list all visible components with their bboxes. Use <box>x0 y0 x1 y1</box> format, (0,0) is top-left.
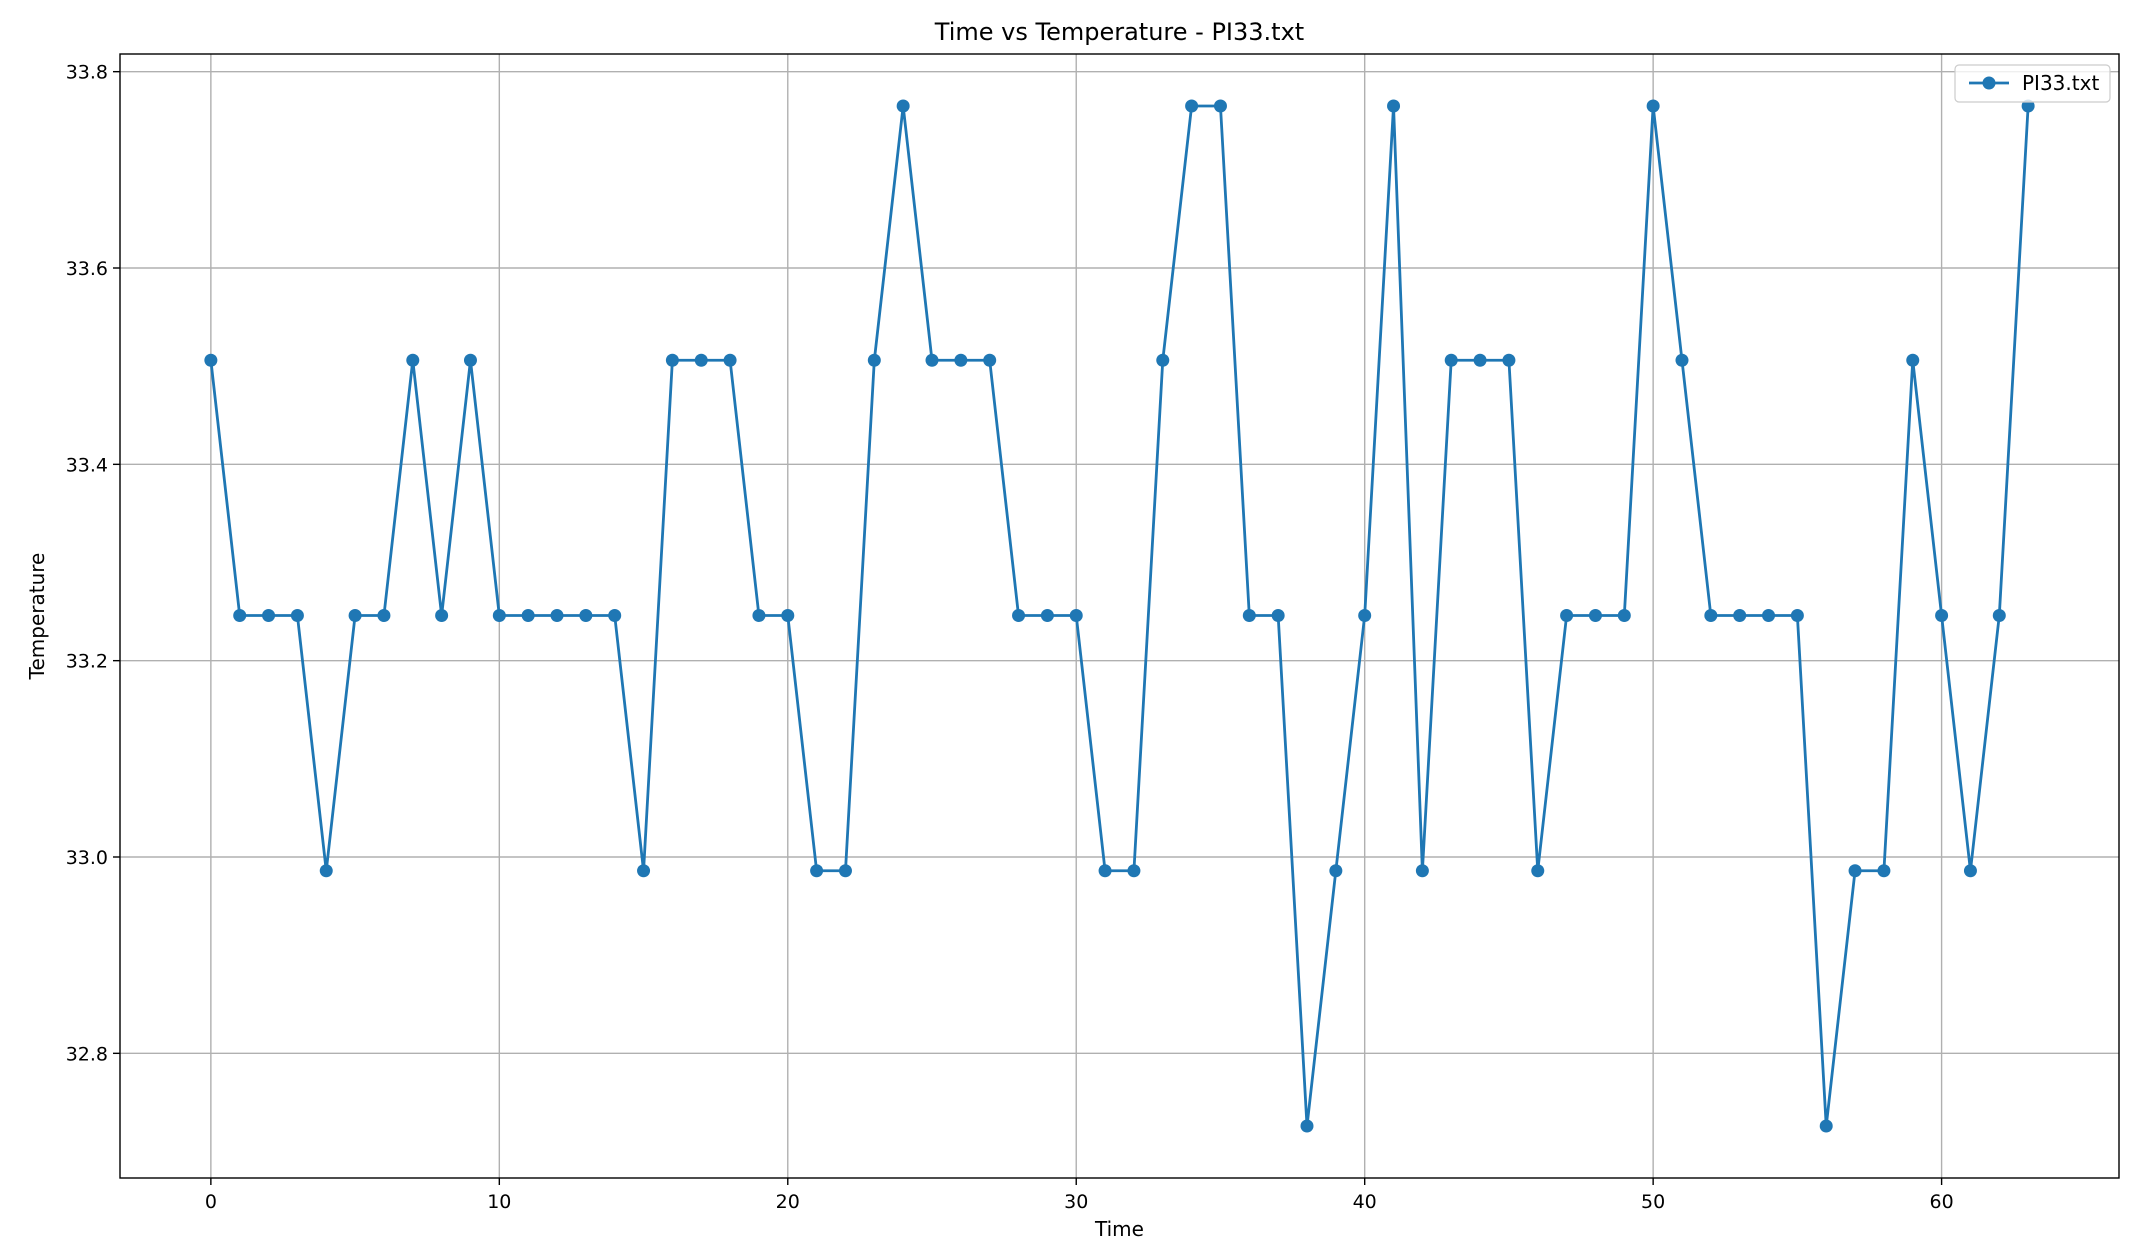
data-point <box>896 99 910 113</box>
data-point <box>1473 353 1487 367</box>
data-point <box>1935 609 1949 623</box>
data-point <box>463 353 477 367</box>
data-point <box>550 609 564 623</box>
data-point <box>1646 99 1660 113</box>
data-point <box>1358 609 1372 623</box>
chart-title: Time vs Temperature - PI33.txt <box>934 18 1304 46</box>
data-point <box>1127 864 1141 878</box>
data-point <box>1502 353 1516 367</box>
data-point <box>2021 99 2035 113</box>
legend-marker-swatch <box>1982 76 1996 90</box>
data-point <box>1790 609 1804 623</box>
legend-label: PI33.txt <box>2022 71 2099 95</box>
data-point <box>1069 609 1083 623</box>
series-line <box>209 104 2030 1128</box>
legend-box <box>1954 64 2111 103</box>
y-tick-label: 33.0 <box>66 847 108 869</box>
data-point <box>1848 864 1862 878</box>
data-point <box>954 353 968 367</box>
data-point <box>752 609 766 623</box>
data-point <box>1213 99 1227 113</box>
data-point <box>233 609 247 623</box>
data-point <box>1675 353 1689 367</box>
axes-frame <box>119 53 2120 1179</box>
data-point <box>665 353 679 367</box>
x-axis-ticks: 0 10 20 30 40 50 60 <box>205 1178 1954 1213</box>
data-point <box>1906 353 1920 367</box>
data-point <box>521 609 535 623</box>
data-point <box>579 609 593 623</box>
data-point <box>1588 609 1602 623</box>
data-point <box>406 353 420 367</box>
data-point <box>435 609 449 623</box>
data-point <box>1156 353 1170 367</box>
data-point <box>1733 609 1747 623</box>
data-point <box>838 864 852 878</box>
data-point <box>1762 609 1776 623</box>
data-point <box>1040 609 1054 623</box>
data-point <box>694 353 708 367</box>
y-tick-label: 33.4 <box>66 454 108 476</box>
x-tick-label: 20 <box>776 1191 800 1213</box>
data-point <box>1819 1119 1833 1133</box>
data-point <box>290 609 304 623</box>
y-tick-label: 32.8 <box>66 1043 108 1065</box>
data-point <box>637 864 651 878</box>
data-point <box>1271 609 1285 623</box>
y-axis-label: Temperature <box>25 553 49 681</box>
x-tick-label: 50 <box>1641 1191 1665 1213</box>
data-point <box>925 353 939 367</box>
data-point <box>983 353 997 367</box>
data-point <box>1098 864 1112 878</box>
data-point <box>781 609 795 623</box>
x-tick-label: 60 <box>1930 1191 1954 1213</box>
data-point <box>1704 609 1718 623</box>
data-point <box>1531 864 1545 878</box>
data-point <box>867 353 881 367</box>
data-point <box>1300 1119 1314 1133</box>
data-point <box>1877 864 1891 878</box>
x-tick-label: 40 <box>1353 1191 1377 1213</box>
data-point <box>492 609 506 623</box>
data-point <box>1963 864 1977 878</box>
data-point <box>608 609 622 623</box>
x-tick-label: 0 <box>205 1191 217 1213</box>
data-point <box>262 609 276 623</box>
y-tick-label: 33.6 <box>66 258 108 280</box>
y-tick-label: 33.2 <box>66 651 108 673</box>
x-tick-label: 10 <box>487 1191 511 1213</box>
data-point <box>1185 99 1199 113</box>
data-point <box>204 353 218 367</box>
data-point <box>723 353 737 367</box>
data-point <box>1444 353 1458 367</box>
data-point <box>1329 864 1343 878</box>
data-point <box>1617 609 1631 623</box>
y-axis-ticks: 32.8 33.0 33.2 33.4 33.6 33.8 <box>66 62 120 1065</box>
data-point <box>1387 99 1401 113</box>
legend: PI33.txt <box>1954 64 2111 103</box>
data-point <box>1992 609 2006 623</box>
data-point <box>1415 864 1429 878</box>
y-tick-label: 33.8 <box>66 62 108 84</box>
data-point <box>1560 609 1574 623</box>
data-point <box>1242 609 1256 623</box>
data-point <box>377 609 391 623</box>
data-point <box>348 609 362 623</box>
data-point <box>319 864 333 878</box>
series-layer <box>204 99 2035 1133</box>
data-point <box>1012 609 1026 623</box>
data-point <box>810 864 824 878</box>
x-tick-label: 30 <box>1064 1191 1088 1213</box>
x-axis-label: Time <box>1094 1217 1144 1241</box>
